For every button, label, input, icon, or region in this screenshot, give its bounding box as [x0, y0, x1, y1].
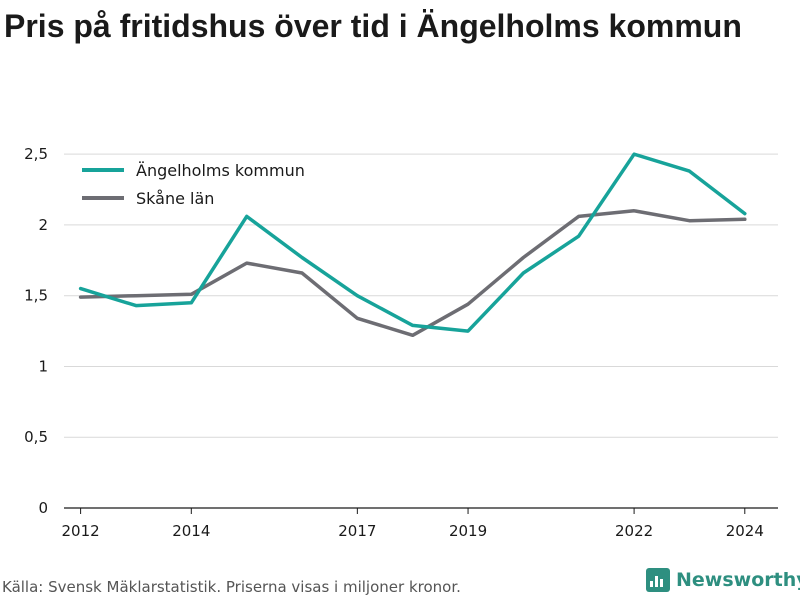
y-tick-label: 2 — [38, 216, 48, 234]
legend-box — [74, 156, 336, 214]
x-tick-label: 2024 — [726, 522, 764, 540]
chart-title: Pris på fritidshus över tid i Ängelholms… — [4, 8, 742, 44]
x-tick-label: 2014 — [172, 522, 210, 540]
y-tick-label: 1 — [38, 357, 48, 375]
legend-label: Skåne län — [136, 189, 214, 208]
series-line — [78, 152, 747, 333]
series-line — [78, 209, 747, 338]
x-tick-label: 2019 — [449, 522, 487, 540]
legend-label: Ängelholms kommun — [136, 161, 305, 180]
y-tick-label: 1,5 — [24, 287, 48, 305]
x-tick-label: 2022 — [615, 522, 653, 540]
brand-name: Newsworthy — [676, 569, 800, 591]
y-tick-label: 2,5 — [24, 145, 48, 163]
x-tick-label: 2017 — [338, 522, 376, 540]
y-tick-label: 0,5 — [24, 428, 48, 446]
brand-logo[interactable]: Newsworthy — [646, 568, 800, 592]
bar-chart-logo-icon — [646, 568, 670, 592]
x-tick-label: 2012 — [62, 522, 100, 540]
y-tick-label: 0 — [38, 499, 48, 517]
source-note: Källa: Svensk Mäklarstatistik. Priserna … — [2, 578, 461, 596]
